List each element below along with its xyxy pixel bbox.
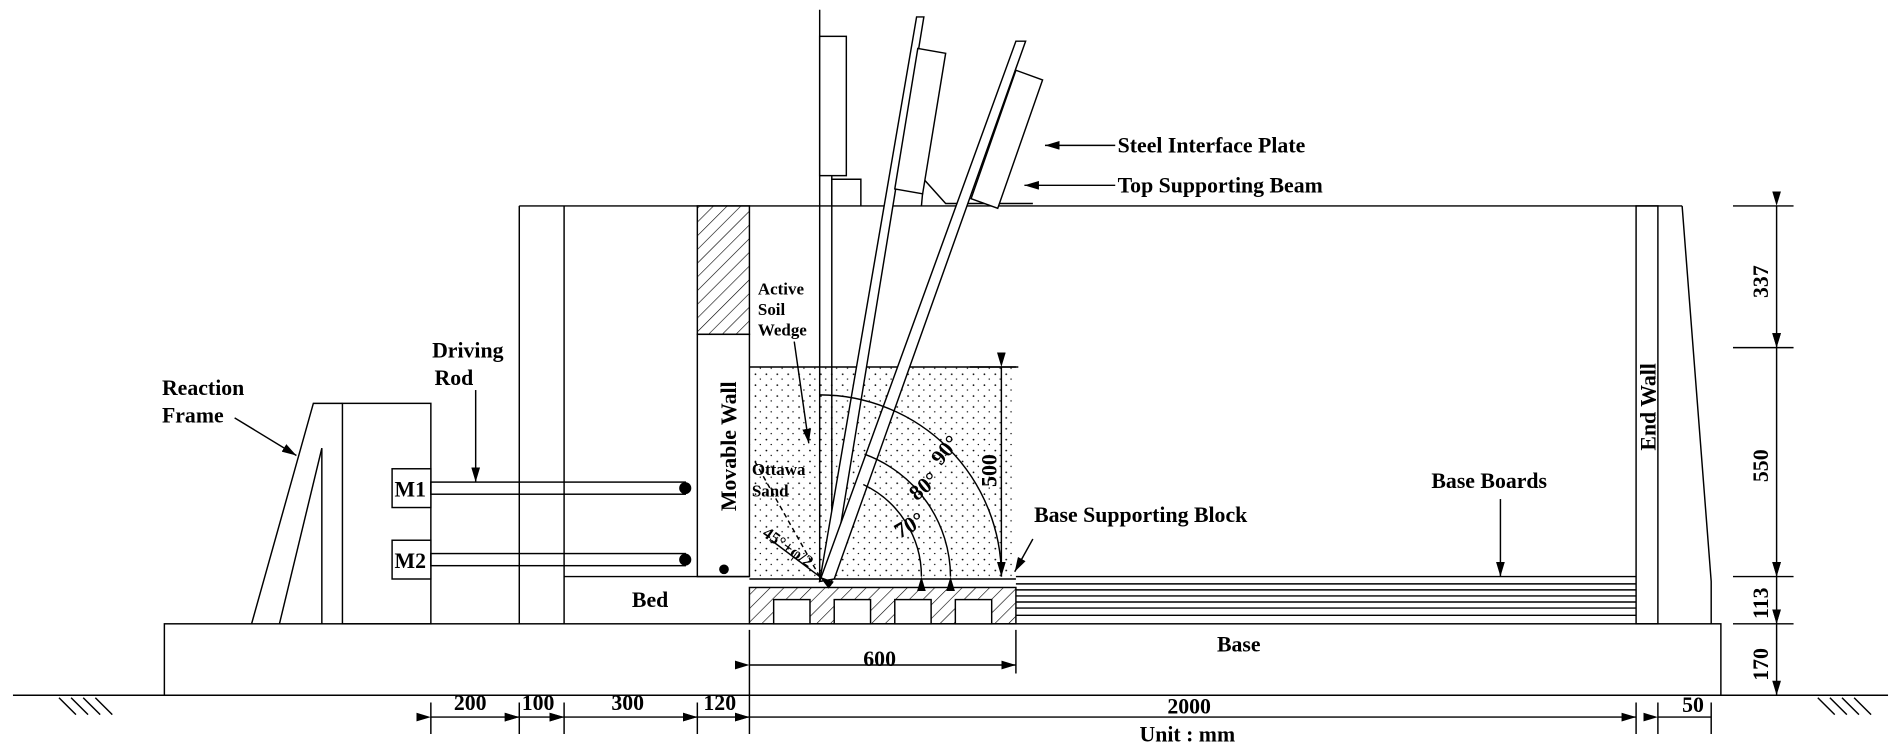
dimension: 337 — [1749, 265, 1773, 298]
label: Rod — [434, 366, 473, 390]
label: Bed — [632, 588, 668, 612]
dimension: 300 — [611, 691, 644, 715]
label: Base Supporting Block — [1034, 503, 1248, 527]
dimension: 100 — [522, 691, 555, 715]
diagram: Steel Interface Plate Top Supporting Bea… — [0, 0, 1901, 751]
label: Soil — [758, 300, 786, 319]
label: Frame — [162, 404, 224, 428]
label: Driving — [432, 338, 504, 362]
dimension: 500 — [978, 454, 1002, 487]
label: Steel Interface Plate — [1118, 134, 1306, 158]
dimension: 2000 — [1167, 694, 1211, 718]
label: Base — [1217, 633, 1261, 657]
dimension: 550 — [1749, 449, 1773, 482]
dimension: 200 — [454, 691, 487, 715]
label: Top Supporting Beam — [1118, 174, 1323, 198]
page: Steel Interface Plate Top Supporting Bea… — [0, 0, 1901, 751]
structure — [13, 10, 1888, 734]
label: M1 — [395, 478, 426, 502]
label: Ottawa — [752, 460, 806, 479]
label: Wedge — [758, 321, 807, 340]
label: Reaction — [162, 376, 244, 400]
label: Active — [758, 279, 805, 298]
label: Movable Wall — [717, 381, 741, 511]
label: Sand — [752, 482, 789, 501]
label: Base Boards — [1431, 469, 1547, 493]
dimension: 113 — [1749, 587, 1773, 619]
dimension: 600 — [863, 647, 896, 671]
dimension: 170 — [1749, 648, 1773, 681]
dimension: 120 — [703, 691, 736, 715]
label: M2 — [395, 549, 426, 573]
label: End Wall — [1636, 363, 1660, 450]
dimension: 50 — [1682, 693, 1704, 717]
unit-label: Unit : mm — [1139, 722, 1235, 746]
